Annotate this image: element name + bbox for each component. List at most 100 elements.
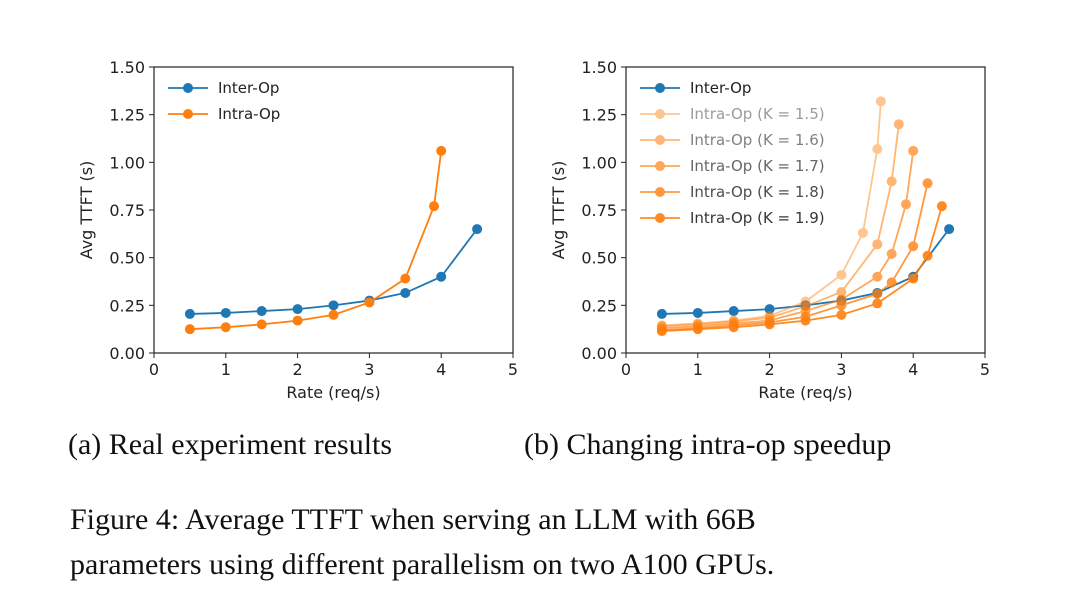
data-point xyxy=(836,269,847,280)
x-tick-label: 1 xyxy=(221,360,231,379)
data-point xyxy=(220,322,231,333)
data-point xyxy=(872,271,883,282)
series-intra-op-k-1-9- xyxy=(656,201,947,337)
series-intra-op xyxy=(184,145,447,335)
x-tick-label: 0 xyxy=(149,360,159,379)
x-tick-label: 3 xyxy=(364,360,374,379)
y-axis-label: Avg TTFT (s) xyxy=(77,161,96,260)
legend-label: Intra-Op (K = 1.6) xyxy=(690,131,825,149)
figure-caption-line2: parameters using different parallelism o… xyxy=(70,548,775,581)
legend-label: Intra-Op (K = 1.8) xyxy=(690,183,825,201)
data-point xyxy=(292,304,303,315)
legend-entry: Intra-Op (K = 1.7) xyxy=(640,157,825,175)
series-intra-op-k-1-7- xyxy=(656,145,919,334)
x-axis-label: Rate (req/s) xyxy=(758,383,852,402)
x-tick-label: 4 xyxy=(908,360,918,379)
data-point xyxy=(886,248,897,259)
y-tick-label: 0.00 xyxy=(109,344,145,363)
data-point xyxy=(400,287,411,298)
y-tick-label: 1.00 xyxy=(109,153,145,172)
data-point xyxy=(728,322,739,333)
data-point xyxy=(728,306,739,317)
y-axis-label: Avg TTFT (s) xyxy=(549,161,568,260)
series-line xyxy=(189,150,443,331)
data-point xyxy=(922,250,933,261)
data-point xyxy=(400,273,411,284)
data-point xyxy=(893,119,904,130)
data-point xyxy=(328,309,339,320)
legend-marker xyxy=(655,161,665,171)
x-axis-label: Rate (req/s) xyxy=(286,383,380,402)
legend-label: Inter-Op xyxy=(690,79,751,97)
y-tick-label: 1.25 xyxy=(109,106,145,125)
data-point xyxy=(436,145,447,156)
y-tick-label: 0.75 xyxy=(581,201,617,220)
data-point xyxy=(692,307,703,318)
legend-label: Intra-Op (K = 1.7) xyxy=(690,157,825,175)
y-tick-label: 0.25 xyxy=(581,296,617,315)
data-point xyxy=(875,96,886,107)
legend-marker xyxy=(655,135,665,145)
data-point xyxy=(220,307,231,318)
y-tick-label: 0.75 xyxy=(109,201,145,220)
x-tick-label: 5 xyxy=(980,360,990,379)
legend-marker xyxy=(183,83,193,93)
x-tick-label: 4 xyxy=(436,360,446,379)
x-tick-label: 1 xyxy=(693,360,703,379)
series-line xyxy=(661,150,915,330)
legend-entry: Intra-Op (K = 1.5) xyxy=(640,105,825,123)
data-point xyxy=(872,239,883,250)
legend-label: Inter-Op xyxy=(218,79,279,97)
data-point xyxy=(472,224,483,235)
data-point xyxy=(656,308,667,319)
data-point xyxy=(908,273,919,284)
legend-marker xyxy=(655,109,665,119)
data-point xyxy=(692,324,703,335)
data-point xyxy=(764,304,775,315)
legend-entry: Inter-Op xyxy=(168,79,279,97)
legend-entry: Intra-Op (K = 1.9) xyxy=(640,209,825,227)
x-tick-label: 2 xyxy=(293,360,303,379)
data-point xyxy=(256,319,267,330)
data-point xyxy=(292,315,303,326)
data-point xyxy=(836,309,847,320)
y-tick-label: 0.50 xyxy=(581,249,617,268)
data-point xyxy=(800,315,811,326)
legend-entry: Intra-Op xyxy=(168,105,280,123)
data-point xyxy=(857,227,868,238)
series-line xyxy=(661,205,943,332)
data-point xyxy=(908,241,919,252)
legend-entry: Intra-Op (K = 1.6) xyxy=(640,131,825,149)
data-point xyxy=(436,271,447,282)
legend-marker xyxy=(655,83,665,93)
series-inter-op xyxy=(184,224,483,319)
data-point xyxy=(886,277,897,288)
x-tick-label: 3 xyxy=(836,360,846,379)
data-point xyxy=(872,288,883,299)
data-point xyxy=(901,199,912,210)
legend-label: Intra-Op xyxy=(218,105,280,123)
legend-marker xyxy=(655,213,665,223)
data-point xyxy=(872,143,883,154)
data-point xyxy=(184,308,195,319)
x-tick-label: 2 xyxy=(765,360,775,379)
legend-entry: Inter-Op xyxy=(640,79,751,97)
legend-label: Intra-Op (K = 1.5) xyxy=(690,105,825,123)
x-tick-label: 5 xyxy=(508,360,518,379)
data-point xyxy=(764,319,775,330)
legend-marker xyxy=(655,187,665,197)
y-tick-label: 0.00 xyxy=(581,344,617,363)
series-line xyxy=(661,183,929,332)
data-point xyxy=(836,286,847,297)
legend-entry: Intra-Op (K = 1.8) xyxy=(640,183,825,201)
data-point xyxy=(944,224,955,235)
data-point xyxy=(364,297,375,308)
y-tick-label: 0.50 xyxy=(109,249,145,268)
y-tick-label: 1.50 xyxy=(581,58,617,77)
subcaption-a: (a) Real experiment results xyxy=(68,428,393,461)
data-point xyxy=(936,201,947,212)
data-point xyxy=(256,306,267,317)
data-point xyxy=(184,324,195,335)
